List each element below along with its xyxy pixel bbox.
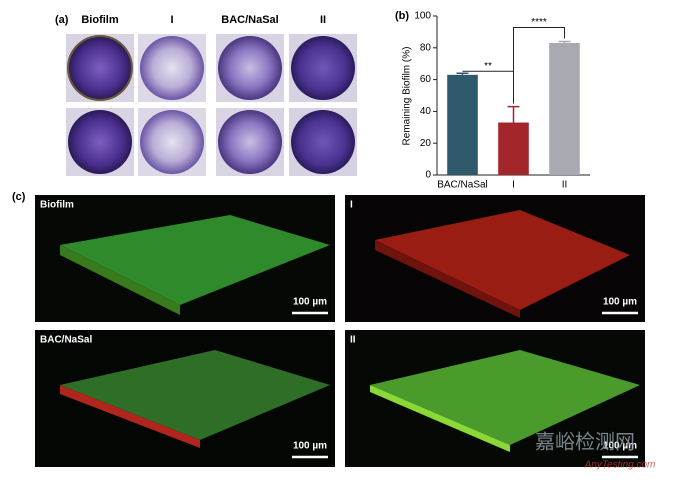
x-tick-label: II (562, 180, 568, 191)
biofilm-slab-side (375, 240, 520, 318)
error-bar (558, 40, 571, 44)
well-photos (66, 34, 357, 176)
well (218, 110, 282, 174)
panel-label: (a) (55, 14, 69, 26)
bar (447, 74, 478, 175)
x-tick-label: BAC/NaSal (437, 180, 488, 191)
biofilm-slab-side (370, 385, 510, 452)
y-tick-label: 0 (425, 170, 431, 181)
watermark-url: AnyTesting.com (584, 460, 656, 471)
y-tick-label: 80 (420, 42, 432, 53)
y-axis-title: Remaining Biofilm (%) (402, 47, 413, 146)
error-bar (507, 105, 520, 123)
significance-label: **** (531, 17, 547, 28)
well (140, 36, 204, 100)
column-header: BAC/NaSal (221, 14, 278, 26)
well (140, 110, 204, 174)
column-header: II (320, 14, 326, 26)
biofilm-slab-side (60, 385, 200, 448)
y-tick-label: 20 (420, 138, 432, 149)
panel-b: (b) Remaining Biofilm (%) 0 20 40 60 80 100 BA… (395, 10, 590, 191)
watermark: 嘉峪检测网 (535, 430, 635, 453)
scale-label: 100 µm (603, 297, 637, 308)
biofilm-slab-side (60, 245, 180, 315)
image-title: Biofilm (40, 200, 74, 211)
image-title: I (350, 200, 353, 211)
well (291, 36, 355, 100)
well (67, 35, 133, 101)
well (68, 110, 132, 174)
biofilm-slab (60, 215, 330, 305)
y-tick-label: 100 (414, 11, 431, 22)
panel-label: (c) (12, 191, 26, 203)
biofilm-slab (370, 350, 640, 445)
biofilm-slab (375, 210, 630, 310)
well (218, 36, 282, 100)
panel-label: (b) (395, 10, 409, 22)
image-title: II (350, 335, 356, 346)
y-tick-label: 40 (420, 106, 432, 117)
image-title: BAC/NaSal (40, 335, 92, 346)
bar (549, 43, 580, 175)
y-tick-label: 60 (420, 74, 432, 85)
well (291, 110, 355, 174)
scale-label: 100 µm (603, 441, 637, 452)
scale-label: 100 µm (293, 297, 327, 308)
column-header: I (170, 14, 173, 26)
scale-label: 100 µm (293, 441, 327, 452)
column-header: Biofilm (81, 14, 118, 26)
biofilm-slab (60, 350, 330, 440)
x-tick-label: I (512, 180, 515, 191)
panel-c: (c) Biofilm 100 µm I 100 µm BAC/NaSal 10… (12, 191, 645, 467)
bar (498, 122, 529, 175)
error-bar (456, 72, 469, 75)
significance-label: ** (484, 61, 492, 72)
significance-bracket (513, 26, 565, 72)
panel-a: (a) Biofilm I BAC/NaSal II (55, 14, 357, 176)
